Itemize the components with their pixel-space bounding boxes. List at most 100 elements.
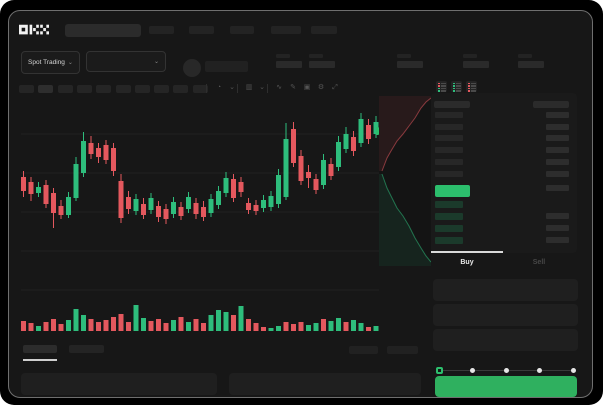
candle: [111, 148, 116, 171]
ask-row-4[interactable]: [431, 147, 577, 157]
market-type-selector[interactable]: Spot Trading ⌄: [21, 51, 80, 74]
volume-bar: [336, 318, 341, 331]
book-combined-icon[interactable]: [436, 81, 447, 92]
chevron-down-icon: ⌄: [67, 59, 73, 66]
bid-row-4[interactable]: [431, 237, 577, 247]
slider-stop-4[interactable]: [537, 367, 542, 373]
bid-price-placeholder: [435, 213, 463, 220]
fullscreen-icon[interactable]: ⤢: [332, 84, 338, 91]
compare-icon[interactable]: ∿: [276, 84, 282, 91]
ask-row-1[interactable]: [431, 112, 577, 122]
candle: [58, 206, 64, 215]
buy-tab-underline: [431, 251, 503, 253]
okx-logo[interactable]: [19, 23, 49, 37]
volume-bar: [193, 319, 199, 331]
ask-row-2[interactable]: [431, 124, 577, 134]
bid-row-3[interactable]: [431, 225, 577, 235]
nav-item-1[interactable]: [149, 26, 174, 34]
timeframe-button-4[interactable]: [76, 85, 92, 93]
toolbar-divider: [206, 84, 207, 93]
volume-bar: [298, 322, 304, 331]
camera-icon[interactable]: ▣: [303, 84, 311, 91]
volume-bar: [276, 326, 281, 331]
volume-bar: [28, 323, 34, 331]
timeframe-button-8[interactable]: [154, 85, 170, 93]
tab-sell[interactable]: Sell: [532, 259, 546, 266]
buy-button[interactable]: [435, 376, 577, 397]
bid-row-2[interactable]: [431, 213, 577, 223]
volume-bar: [51, 319, 56, 331]
stat-value-1: [276, 61, 302, 68]
bottom-action-1[interactable]: [349, 346, 378, 354]
price-chart-svg: [21, 113, 379, 331]
timeframe-button-2[interactable]: [38, 85, 54, 93]
bid-amount-placeholder-3: [546, 237, 569, 243]
chevron-down-icon[interactable]: ⌄: [259, 84, 265, 91]
bottom-tab-orders[interactable]: [23, 345, 57, 353]
nav-item-5[interactable]: [311, 26, 337, 34]
ask-row-3[interactable]: [431, 135, 577, 145]
indicator-icon[interactable]: ◔: [216, 84, 222, 91]
timeframe-button-7[interactable]: [134, 85, 150, 93]
search-input[interactable]: [65, 24, 141, 37]
candle: [328, 164, 334, 176]
candle: [313, 179, 319, 190]
candle: [223, 178, 229, 193]
candle: [156, 206, 161, 217]
candle: [358, 119, 364, 143]
nav-item-4[interactable]: [271, 26, 301, 34]
timeframe-button-3[interactable]: [57, 85, 73, 93]
candle: [36, 187, 41, 193]
chevron-down-icon[interactable]: ⌄: [229, 84, 235, 91]
slider-stop-5[interactable]: [570, 367, 576, 373]
candle: [261, 200, 266, 208]
slider-handle[interactable]: [435, 367, 443, 374]
nav-item-2[interactable]: [189, 26, 214, 34]
draw-icon[interactable]: ✎: [290, 84, 296, 91]
timeframe-button-1[interactable]: [19, 85, 34, 93]
bid-price-placeholder: [435, 225, 463, 232]
chevron-down-icon: ⌄: [153, 58, 159, 65]
timeframe-button-9[interactable]: [173, 85, 189, 93]
volume-bar: [43, 322, 49, 331]
timeframe-button-10[interactable]: [192, 85, 208, 93]
volume-bar: [126, 322, 131, 331]
ask-row-5[interactable]: [431, 159, 577, 169]
depth-chart[interactable]: [379, 96, 431, 266]
volume-bar: [156, 319, 161, 331]
candle: [246, 203, 251, 210]
slider-stop-3[interactable]: [503, 367, 509, 373]
candle: [118, 181, 124, 218]
ask-row-6[interactable]: [431, 171, 577, 181]
tab-buy[interactable]: Buy: [460, 259, 474, 266]
candle: [178, 207, 184, 216]
order-input-3[interactable]: [433, 329, 578, 351]
bid-amount-placeholder-1: [546, 213, 569, 219]
candle: [336, 142, 341, 167]
timeframe-button-6[interactable]: [115, 85, 131, 93]
nav-item-3[interactable]: [230, 26, 254, 34]
price-chart[interactable]: [21, 101, 379, 333]
volume-bar: [111, 317, 116, 331]
timeframe-button-5[interactable]: [96, 85, 112, 93]
bottom-tab-history[interactable]: [69, 345, 104, 353]
volume-bar: [201, 323, 206, 331]
bid-amount-placeholder-2: [546, 225, 569, 231]
order-input-2[interactable]: [433, 304, 578, 326]
bid-row-1[interactable]: [431, 201, 577, 211]
order-input-1[interactable]: [433, 279, 578, 301]
bottom-action-2[interactable]: [387, 346, 418, 354]
coin-avatar: [183, 59, 201, 77]
candle-style-icon[interactable]: ▥: [245, 84, 253, 91]
settings-icon[interactable]: ⚙: [317, 84, 325, 91]
stat-value-2: [309, 61, 335, 68]
candle: [268, 196, 274, 207]
amount-placeholder-2: [546, 124, 569, 130]
book-bids-icon[interactable]: [451, 81, 462, 92]
slider-stop-2[interactable]: [470, 367, 475, 373]
pair-selector[interactable]: ⌄: [86, 51, 166, 72]
stat-label-2: [309, 54, 323, 58]
market-type-label: Spot Trading: [28, 59, 65, 66]
book-asks-icon[interactable]: [466, 81, 477, 92]
